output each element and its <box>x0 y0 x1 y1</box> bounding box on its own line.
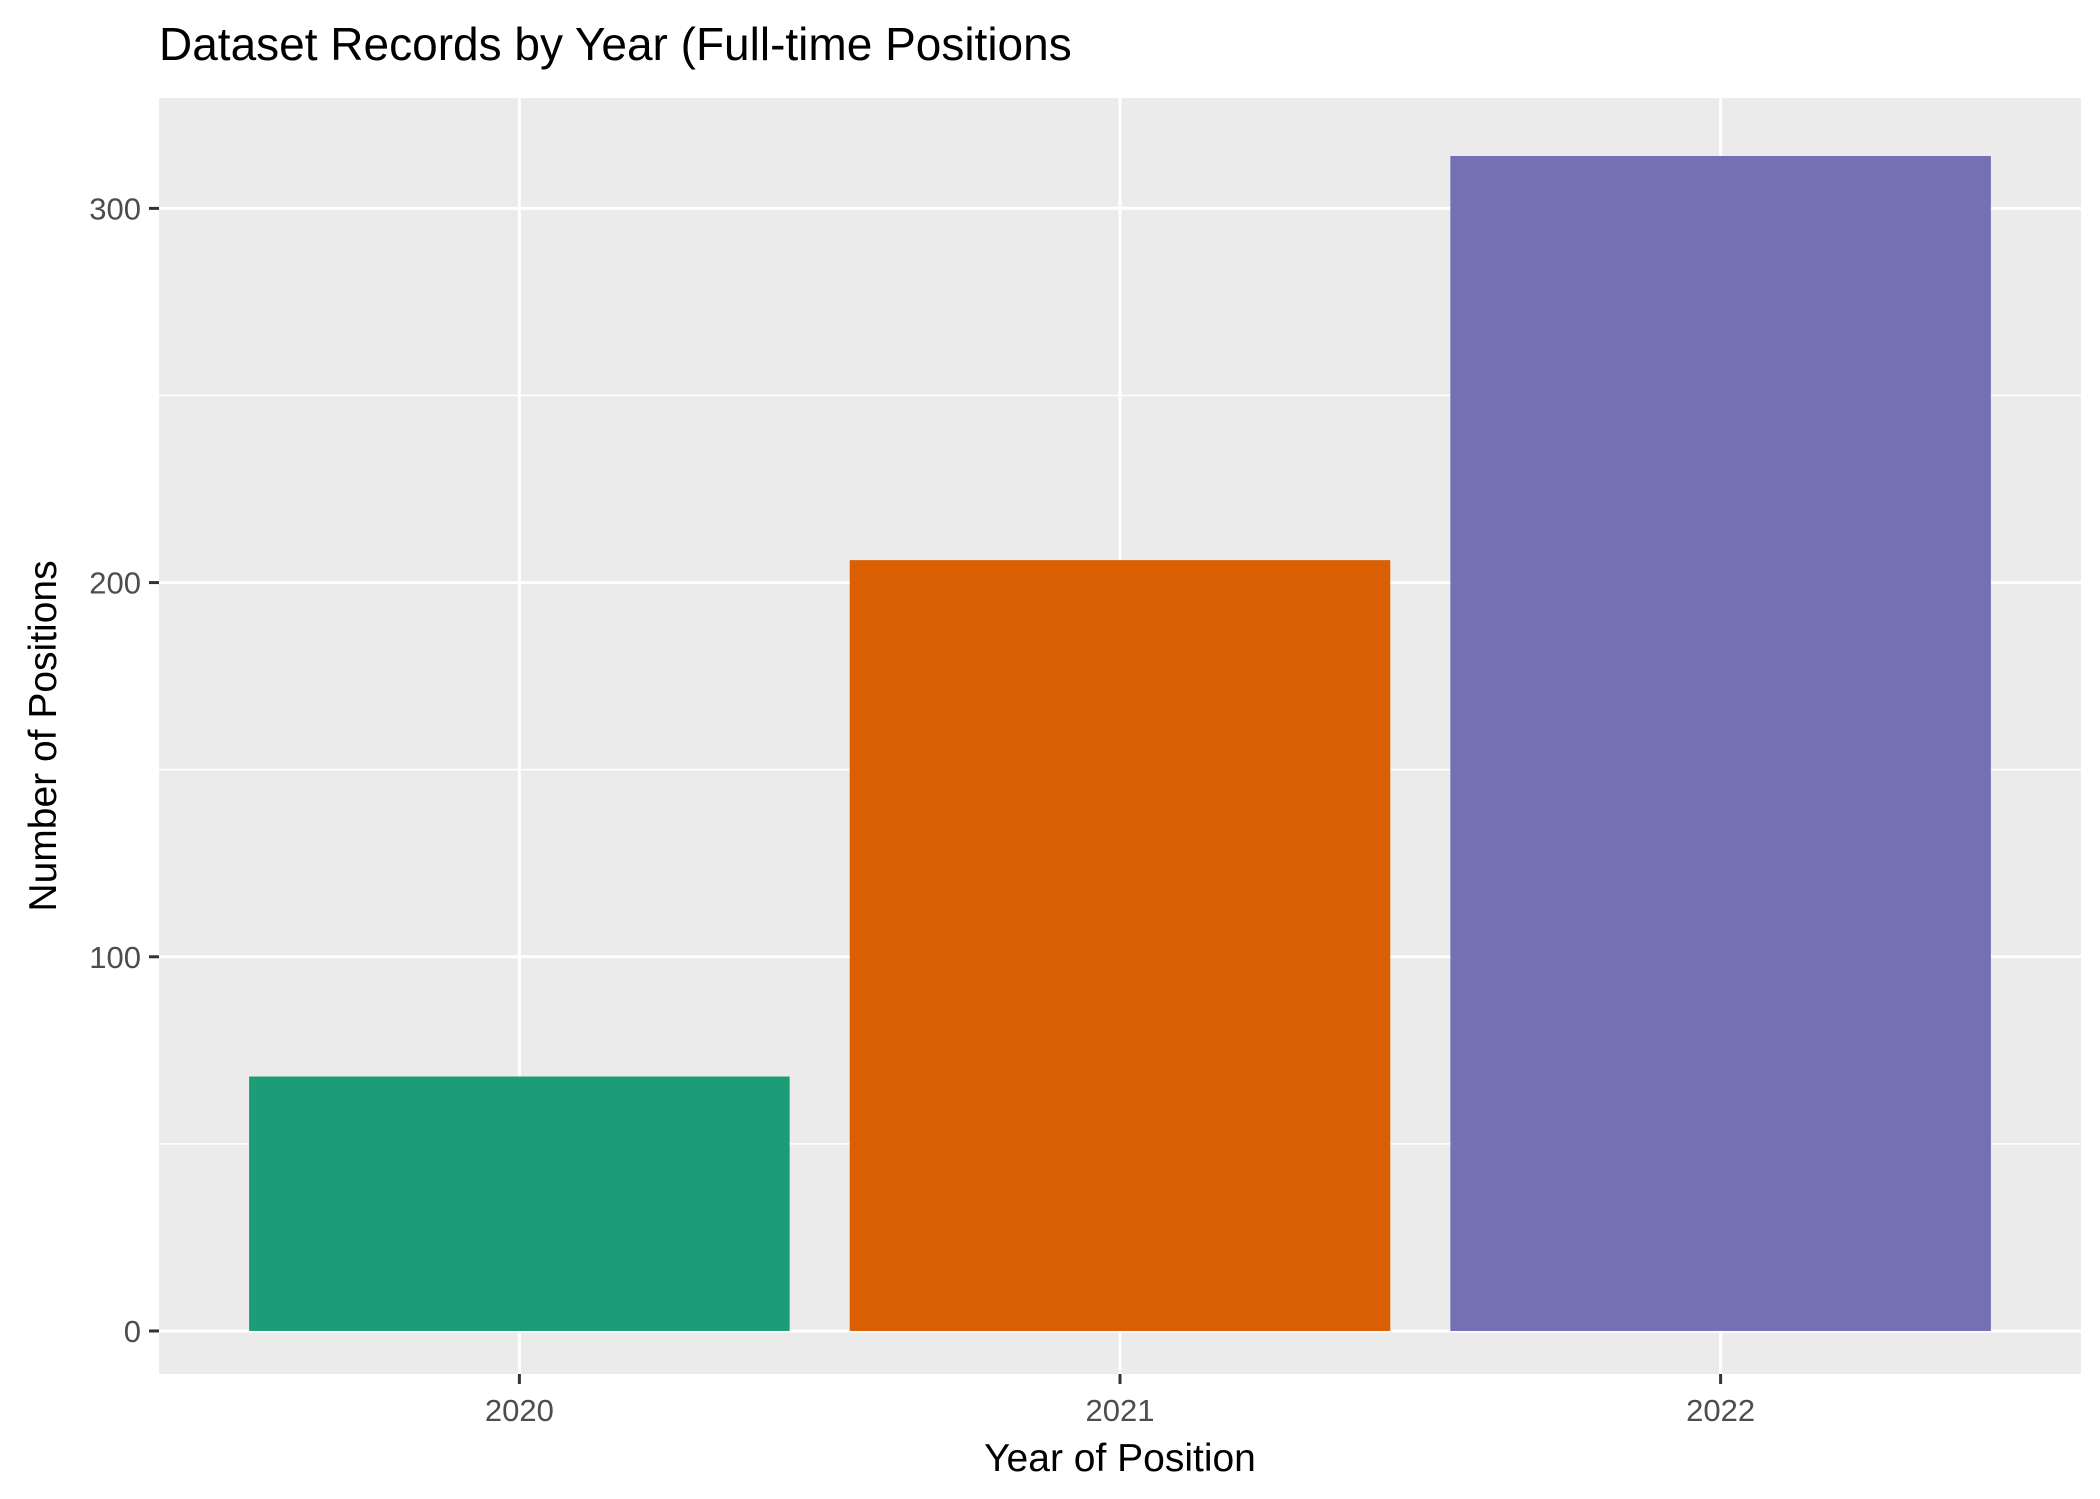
y-tick-label: 300 <box>89 191 141 226</box>
bars <box>249 156 1991 1331</box>
chart-title: Dataset Records by Year (Full-time Posit… <box>159 18 1072 70</box>
x-axis-title: Year of Position <box>984 1437 1256 1480</box>
bar-2021 <box>849 560 1391 1331</box>
bar-2020 <box>249 1076 790 1331</box>
y-axis: 0 100 200 300 <box>89 191 159 1349</box>
y-tick-label: 100 <box>89 940 141 975</box>
bar-2022 <box>1450 156 1991 1331</box>
x-tick-label: 2020 <box>485 1393 554 1428</box>
y-tick-label: 200 <box>89 566 141 601</box>
y-tick-label: 0 <box>124 1314 141 1349</box>
x-tick-label: 2022 <box>1686 1393 1755 1428</box>
y-axis-title: Number of Positions <box>22 560 65 911</box>
x-tick-label: 2021 <box>1086 1393 1155 1428</box>
x-axis: 2020 2021 2022 <box>485 1374 1755 1428</box>
